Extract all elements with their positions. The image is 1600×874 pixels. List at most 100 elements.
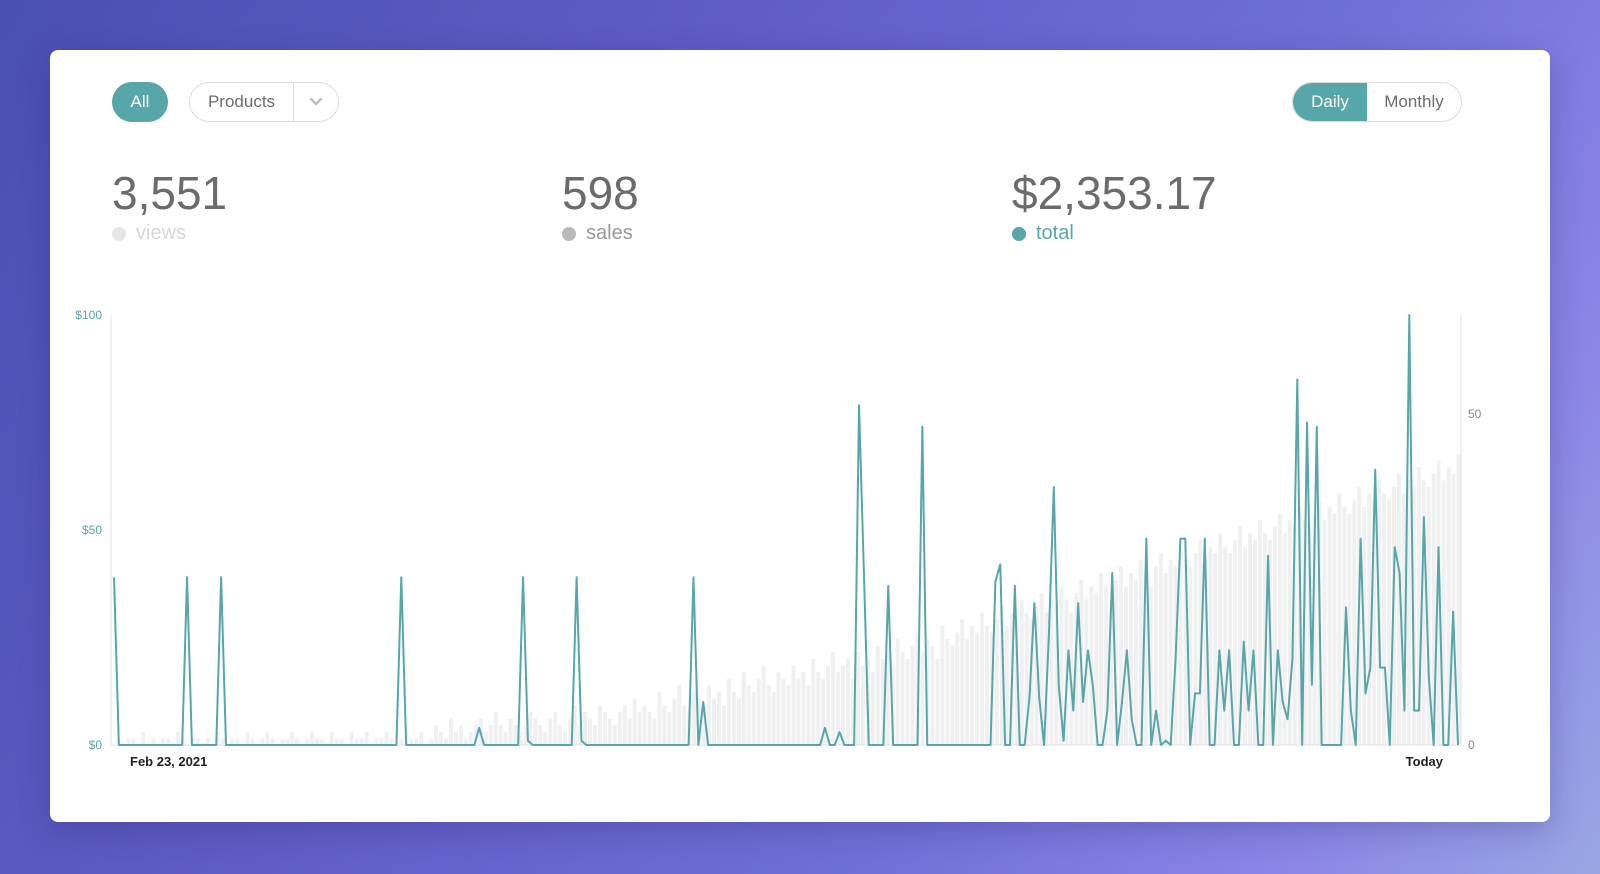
views-bar [855, 652, 860, 745]
views-bar [329, 731, 334, 745]
views-bar [955, 632, 960, 745]
views-bar [230, 738, 235, 745]
views-bar [1143, 573, 1148, 745]
views-bar [761, 665, 766, 745]
views-bar [1332, 513, 1337, 745]
views-bar [597, 705, 602, 745]
views-bar [707, 685, 712, 745]
views-bar [1183, 559, 1188, 745]
views-bar [999, 606, 1004, 745]
views-bar [1322, 520, 1327, 745]
views-bar [1228, 553, 1233, 745]
views-bar [1258, 520, 1262, 745]
views-bar [1153, 566, 1158, 745]
views-bar [712, 698, 717, 745]
views-bar [305, 738, 310, 745]
views-bar [453, 731, 458, 745]
views-bar [756, 678, 761, 745]
views-bar [811, 659, 816, 745]
views-bar [141, 731, 146, 745]
products-dropdown[interactable]: Products [189, 82, 339, 122]
views-bar [1396, 473, 1401, 745]
views-bar [260, 738, 265, 745]
views-bar [190, 738, 195, 745]
views-bar [583, 711, 587, 745]
daily-button[interactable]: Daily [1293, 83, 1367, 121]
views-legend[interactable]: views [112, 222, 227, 245]
views-bar [1128, 573, 1133, 745]
views-bar [245, 731, 250, 745]
views-bar [592, 725, 597, 745]
views-bar [493, 711, 498, 745]
views-bar [776, 672, 781, 745]
views-bar [746, 685, 751, 745]
views-bar [910, 645, 915, 745]
views-bar [821, 678, 826, 745]
views-bar [1436, 460, 1441, 745]
views-bar [220, 738, 225, 745]
views-bar [672, 698, 677, 745]
views-bar [980, 612, 985, 745]
views-bar [1138, 559, 1143, 745]
views-bar [1233, 539, 1238, 745]
views-bar [1277, 513, 1282, 745]
sales-legend[interactable]: sales [562, 222, 639, 245]
sales-dot [562, 226, 576, 241]
views-bar [1039, 592, 1044, 745]
views-bar [781, 678, 786, 745]
views-bar [766, 685, 771, 745]
views-bar [250, 738, 255, 745]
views-bar [414, 738, 419, 745]
filter-all-button[interactable]: All [112, 82, 168, 122]
views-bar [1287, 520, 1292, 745]
views-bar [935, 659, 940, 745]
views-bar [1054, 606, 1059, 745]
chevron-down-icon[interactable] [294, 83, 338, 121]
views-bar [1203, 559, 1208, 745]
views-bar [379, 738, 384, 745]
views-bar [161, 738, 166, 745]
views-bar [215, 731, 220, 745]
views-bar [1119, 566, 1123, 745]
views-bar [1223, 546, 1228, 745]
views-bar [895, 639, 900, 745]
views-bar [791, 665, 796, 745]
views-bar [558, 725, 563, 745]
views-bar [295, 738, 300, 745]
views-bar [1431, 473, 1436, 745]
total-dot [1012, 226, 1026, 241]
views-bar [1163, 573, 1168, 745]
x-label-end: Today [1406, 754, 1444, 769]
sales-stat: 598 sales [562, 166, 639, 245]
views-bars [116, 453, 1461, 745]
views-bar [1312, 513, 1317, 745]
views-bar [1193, 553, 1198, 745]
views-bar [1178, 546, 1183, 745]
views-bar [1337, 493, 1342, 745]
views-bar [1382, 493, 1387, 745]
views-bar [860, 665, 865, 745]
products-label[interactable]: Products [207, 92, 276, 111]
views-bar [280, 738, 285, 745]
views-bar [900, 652, 905, 745]
views-bar [310, 731, 314, 745]
views-bar [573, 705, 578, 745]
total-label: total [1036, 222, 1074, 244]
monthly-button[interactable]: Monthly [1384, 92, 1444, 111]
views-bar [1218, 533, 1223, 745]
views-bar [657, 692, 662, 745]
views-bar [1327, 506, 1332, 745]
views-bar [786, 685, 791, 745]
views-bar [334, 738, 339, 745]
views-bar [612, 725, 617, 745]
views-bar [176, 731, 180, 745]
views-bar [1451, 473, 1456, 745]
views-bar [736, 698, 741, 745]
total-legend[interactable]: total [1012, 222, 1217, 245]
views-bar [731, 692, 736, 745]
views-bar [602, 711, 607, 745]
views-stat: 3,551 views [112, 166, 227, 245]
revenue-chart: $100 $50 $0 50 0 Feb 23, 2021 Today [75, 308, 1481, 769]
views-bar [1292, 526, 1297, 745]
views-bar [483, 731, 488, 745]
